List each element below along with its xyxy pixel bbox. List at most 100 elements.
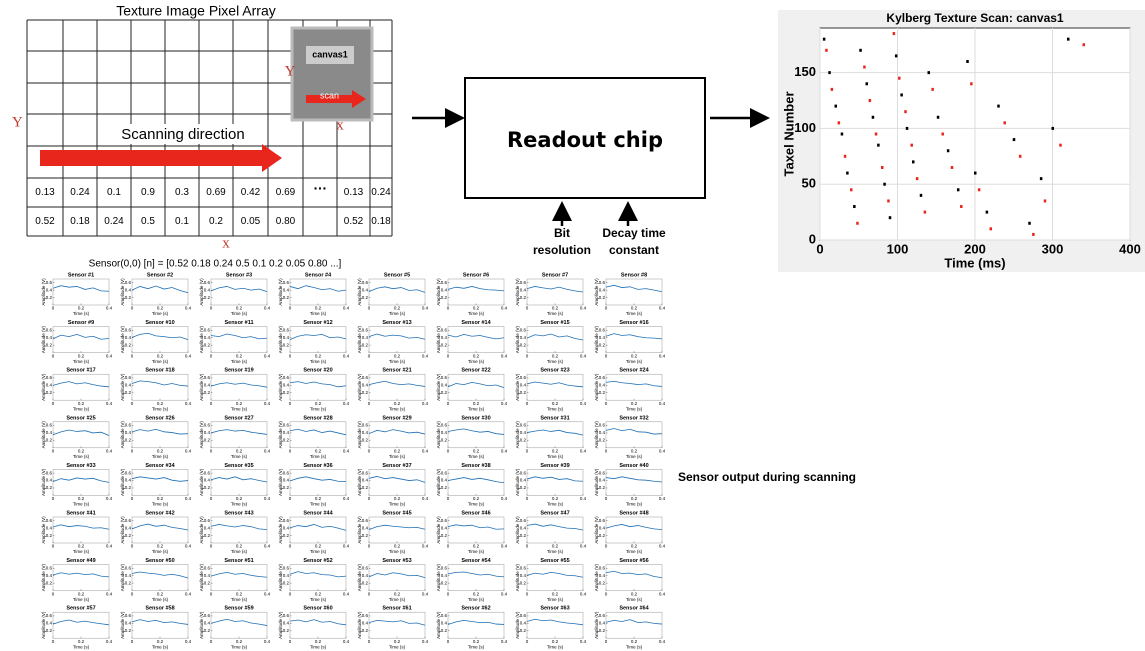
x-tick-label: 0.2	[473, 448, 480, 453]
plot-area	[53, 517, 109, 543]
y-tick-label: 0.2	[204, 533, 211, 538]
spike	[877, 144, 880, 147]
y-tick-label: 0.6	[125, 613, 132, 618]
y-tick-label: 0.6	[441, 566, 448, 571]
panel-title: Sensor #54	[461, 558, 491, 564]
panel-title: Sensor #31	[540, 415, 569, 421]
sensor-panel: Sensor #2900.20.40.20.40.6Time (s)Amplit…	[357, 415, 428, 459]
x-tick-label: 0.2	[473, 544, 480, 549]
x-tick-label: 0.4	[343, 353, 350, 358]
y-label: Amplitude (V)	[515, 611, 520, 639]
x-tick-label: 0.2	[315, 544, 322, 549]
sensor-panel: Sensor #4400.20.40.20.40.6Time (s)Amplit…	[278, 510, 349, 554]
x-label: Time (s)	[310, 597, 327, 602]
spike	[986, 211, 989, 214]
y-tick-label: 0.4	[204, 287, 211, 292]
y-tick-label: 0.4	[125, 478, 132, 483]
x-tick-label: 0	[526, 496, 529, 501]
plot-area	[606, 612, 662, 638]
spike	[970, 82, 973, 85]
panel-title: Sensor #12	[303, 320, 332, 326]
y-tick-label: 0.6	[599, 613, 606, 618]
y-tick-label: 0.2	[46, 390, 53, 395]
sensor-panel: Sensor #6200.20.40.20.40.6Time (s)Amplit…	[436, 606, 507, 650]
y-label: Amplitude (V)	[120, 373, 125, 401]
spike	[966, 60, 969, 63]
y-tick-label: 0.6	[125, 566, 132, 571]
x-tick-label: 0	[368, 401, 371, 406]
y-tick-label: 0.2	[599, 580, 606, 585]
y-tick-label: 0.2	[204, 628, 211, 633]
x-label: Time (s)	[468, 406, 485, 411]
sensor-panel: Sensor #3800.20.40.20.40.6Time (s)Amplit…	[436, 463, 507, 507]
sensor-panel: Sensor #5700.20.40.20.40.6Time (s)Amplit…	[41, 606, 112, 650]
x-tick-label: 0.2	[157, 306, 164, 311]
x-label: Time (s)	[231, 454, 248, 459]
x-tick-label: 0	[289, 448, 292, 453]
y-label: Amplitude (V)	[594, 278, 599, 306]
y-tick-label: 0.6	[283, 375, 290, 380]
x-tick-label: 0.4	[185, 496, 192, 501]
y-tick-label: 0.4	[283, 621, 290, 626]
spike	[853, 205, 856, 208]
plot-area	[527, 327, 583, 353]
x-tick-label: 0.2	[631, 496, 638, 501]
y-tick-label: 0.4	[599, 287, 606, 292]
y-tick-label: 0.6	[204, 328, 211, 333]
plot-area	[448, 422, 504, 448]
x-label: Time (s)	[389, 406, 406, 411]
y-tick-label: 0.4	[520, 621, 527, 626]
y-tick-label: 0.4	[599, 335, 606, 340]
plot-area	[132, 327, 188, 353]
y-tick-label: 0.4	[441, 430, 448, 435]
y-tick-label: 0.2	[441, 295, 448, 300]
y-tick-label: 0.2	[46, 485, 53, 490]
sensor-panel: Sensor #1100.20.40.20.40.6Time (s)Amplit…	[199, 320, 270, 364]
panel-title: Sensor #9	[68, 320, 94, 326]
y-label: Amplitude (V)	[594, 373, 599, 401]
y-label: Amplitude (V)	[436, 325, 441, 353]
sensor-panel: Sensor #2000.20.40.20.40.6Time (s)Amplit…	[278, 368, 349, 412]
x-tick-label: 0	[526, 353, 529, 358]
panel-title: Sensor #51	[224, 558, 253, 564]
y-tick-label: 0.4	[125, 621, 132, 626]
x-label: Time (s)	[626, 597, 643, 602]
spike	[889, 216, 892, 219]
x-tick-label: 0.4	[264, 639, 271, 644]
y-label: Amplitude (V)	[594, 421, 599, 449]
plot-area	[53, 374, 109, 400]
x-label: Time (s)	[626, 644, 643, 649]
x-label: Time (s)	[547, 597, 564, 602]
sensor-panel: Sensor #3000.20.40.20.40.6Time (s)Amplit…	[436, 415, 507, 459]
panel-title: Sensor #35	[224, 463, 253, 469]
x-label: Time (s)	[73, 502, 90, 507]
y-tick-label: 0.6	[204, 470, 211, 475]
plot-area	[211, 517, 267, 543]
spike	[893, 32, 896, 35]
y-tick-label: 0.4	[204, 573, 211, 578]
y-tick-label: 0.6	[520, 470, 527, 475]
x-tick-label: 0.4	[501, 448, 508, 453]
sensor-panel: Sensor #500.20.40.20.40.6Time (s)Amplitu…	[357, 272, 428, 316]
y-tick-label: 0.2	[125, 390, 132, 395]
x-label: Time (s)	[231, 359, 248, 364]
spike	[869, 99, 872, 102]
spike	[924, 211, 927, 214]
y-label: Amplitude (V)	[199, 516, 204, 544]
x-tick-label: 0.2	[552, 353, 559, 358]
x-tick-label: 0.4	[580, 591, 587, 596]
spike	[920, 194, 923, 197]
x-tick-label: 0.2	[78, 306, 85, 311]
x-tick-label: 0.2	[236, 639, 243, 644]
x-tick-label: 0	[605, 496, 608, 501]
sensor-panel: Sensor #300.20.40.20.40.6Time (s)Amplitu…	[199, 272, 270, 316]
plot-area	[53, 422, 109, 448]
x-tick-label: 0.2	[78, 591, 85, 596]
y-label: Amplitude (V)	[436, 278, 441, 306]
y-tick-label: 0.6	[520, 613, 527, 618]
ellipsis: …	[313, 177, 327, 193]
x-label: Time (s)	[152, 597, 169, 602]
panel-title: Sensor #30	[461, 415, 490, 421]
y-tick-label: 0.4	[283, 430, 290, 435]
panel-title: Sensor #24	[619, 368, 649, 374]
